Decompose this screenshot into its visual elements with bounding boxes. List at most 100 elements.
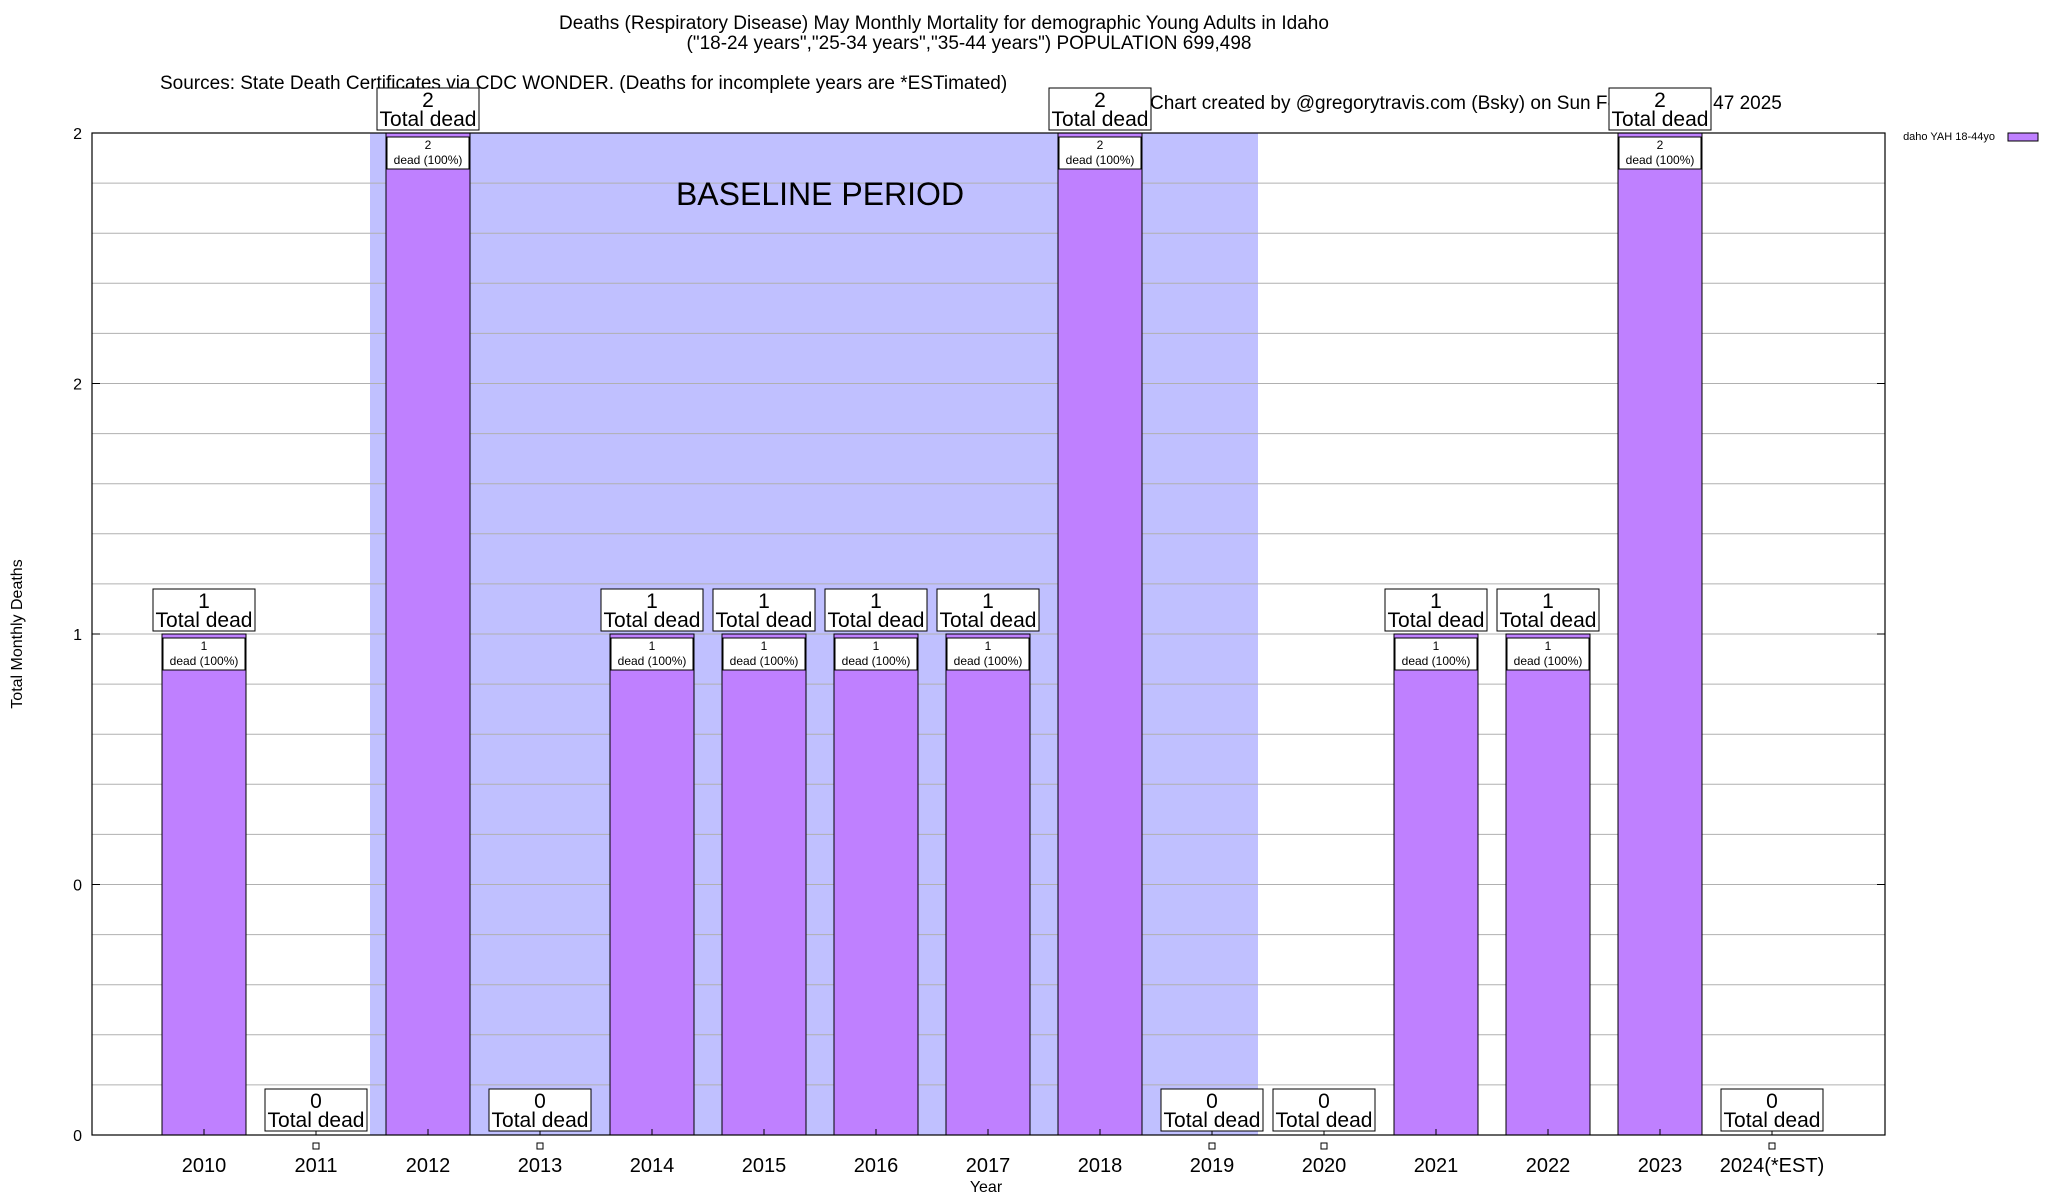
x-tick-label: 2022 <box>1526 1155 1571 1177</box>
total-label-count: 1 <box>198 590 210 613</box>
bar-label-box <box>162 637 246 671</box>
total-label-text: Total dead <box>1500 609 1597 632</box>
total-label-box <box>264 1088 368 1132</box>
bar-label-count: 1 <box>985 639 992 653</box>
total-label-box <box>1048 87 1152 131</box>
total-label-box <box>376 87 480 131</box>
total-label-box <box>1160 1088 1264 1132</box>
bar-label-box <box>834 637 918 671</box>
zero-marker <box>1768 1142 1776 1150</box>
bar-label-count: 2 <box>1657 138 1664 152</box>
bar-label-box <box>722 637 806 671</box>
bar-label-text: dead (100%) <box>394 153 463 167</box>
total-label-count: 0 <box>1766 1090 1778 1113</box>
bar-label-count: 1 <box>201 639 208 653</box>
x-tick-label: 2014 <box>630 1155 675 1177</box>
x-tick-label: 2017 <box>966 1155 1011 1177</box>
x-tick-label: 2019 <box>1190 1155 1235 1177</box>
total-label-count: 2 <box>1094 89 1106 112</box>
total-label-text: Total dead <box>940 609 1037 632</box>
y-tick-label: 2 <box>73 377 82 394</box>
bar-label-text: dead (100%) <box>1066 153 1135 167</box>
total-label-text: Total dead <box>1612 108 1709 131</box>
bar-label-text: dead (100%) <box>842 654 911 668</box>
bar-label-count: 2 <box>425 138 432 152</box>
x-tick-label: 2010 <box>182 1155 227 1177</box>
total-label-box <box>488 1088 592 1132</box>
total-label-count: 1 <box>646 590 658 613</box>
x-tick-label: 2012 <box>406 1155 451 1177</box>
total-label-count: 1 <box>982 590 994 613</box>
bar <box>161 633 247 1136</box>
total-label-text: Total dead <box>604 609 701 632</box>
bar <box>1505 633 1591 1136</box>
bar-label-text: dead (100%) <box>618 654 687 668</box>
bar-label-box <box>1506 637 1590 671</box>
total-label-box <box>936 588 1040 632</box>
y-tick-label: 0 <box>73 1128 82 1145</box>
total-label-text: Total dead <box>380 108 477 131</box>
bar <box>721 633 807 1136</box>
x-tick-label: 2016 <box>854 1155 899 1177</box>
x-tick-label: 2021 <box>1414 1155 1459 1177</box>
x-tick-label: 2020 <box>1302 1155 1347 1177</box>
y-tick-label: 0 <box>73 878 82 895</box>
bar <box>1393 633 1479 1136</box>
total-label-count: 2 <box>1654 89 1666 112</box>
total-label-text: Total dead <box>1388 609 1485 632</box>
x-tick-label: 2024(*EST) <box>1720 1155 1825 1177</box>
baseline-label: BASELINE PERIOD <box>676 176 964 212</box>
bar <box>1057 132 1143 1136</box>
total-label-count: 0 <box>310 1090 322 1113</box>
bar <box>1617 132 1703 1136</box>
bar <box>385 132 471 1136</box>
total-label-box <box>600 588 704 632</box>
total-label-count: 1 <box>870 590 882 613</box>
bar-label-box <box>1058 136 1142 170</box>
x-axis-label: Year <box>970 1179 1003 1196</box>
total-label-count: 0 <box>534 1090 546 1113</box>
total-label-box <box>1272 1088 1376 1132</box>
x-tick-label: 2015 <box>742 1155 787 1177</box>
total-label-text: Total dead <box>492 1109 589 1132</box>
total-label-count: 1 <box>1542 590 1554 613</box>
bar-label-text: dead (100%) <box>1402 654 1471 668</box>
total-label-count: 0 <box>1318 1090 1330 1113</box>
zero-marker <box>1320 1142 1328 1150</box>
y-tick-label: 2 <box>73 126 82 143</box>
total-label-count: 1 <box>758 590 770 613</box>
bar-label-box <box>610 637 694 671</box>
zero-marker <box>312 1142 320 1150</box>
total-label-box <box>1496 588 1600 632</box>
bar-label-count: 1 <box>649 639 656 653</box>
total-label-count: 0 <box>1206 1090 1218 1113</box>
total-label-count: 2 <box>422 89 434 112</box>
y-axis-label: Total Monthly Deaths <box>9 559 26 708</box>
x-tick-label: 2018 <box>1078 1155 1123 1177</box>
total-label-box <box>152 588 256 632</box>
bar-label-count: 1 <box>873 639 880 653</box>
bar <box>609 633 695 1136</box>
total-label-text: Total dead <box>716 609 813 632</box>
total-label-text: Total dead <box>1052 108 1149 131</box>
legend-label: daho YAH 18-44yo <box>1903 131 1995 143</box>
x-tick-label: 2013 <box>518 1155 563 1177</box>
bar-label-count: 1 <box>761 639 768 653</box>
bar-label-count: 1 <box>1433 639 1440 653</box>
y-tick-label: 1 <box>73 627 82 644</box>
zero-marker <box>1208 1142 1216 1150</box>
total-label-text: Total dead <box>1724 1109 1821 1132</box>
total-label-box <box>712 588 816 632</box>
zero-marker <box>536 1142 544 1150</box>
x-tick-label: 2011 <box>294 1155 337 1177</box>
total-label-text: Total dead <box>1276 1109 1373 1132</box>
legend-swatch <box>2007 132 2039 142</box>
bar <box>945 633 1031 1136</box>
total-label-box <box>1384 588 1488 632</box>
bar-label-box <box>1394 637 1478 671</box>
total-label-box <box>824 588 928 632</box>
bar-label-text: dead (100%) <box>730 654 799 668</box>
bar-label-text: dead (100%) <box>1514 654 1583 668</box>
total-label-text: Total dead <box>1164 1109 1261 1132</box>
